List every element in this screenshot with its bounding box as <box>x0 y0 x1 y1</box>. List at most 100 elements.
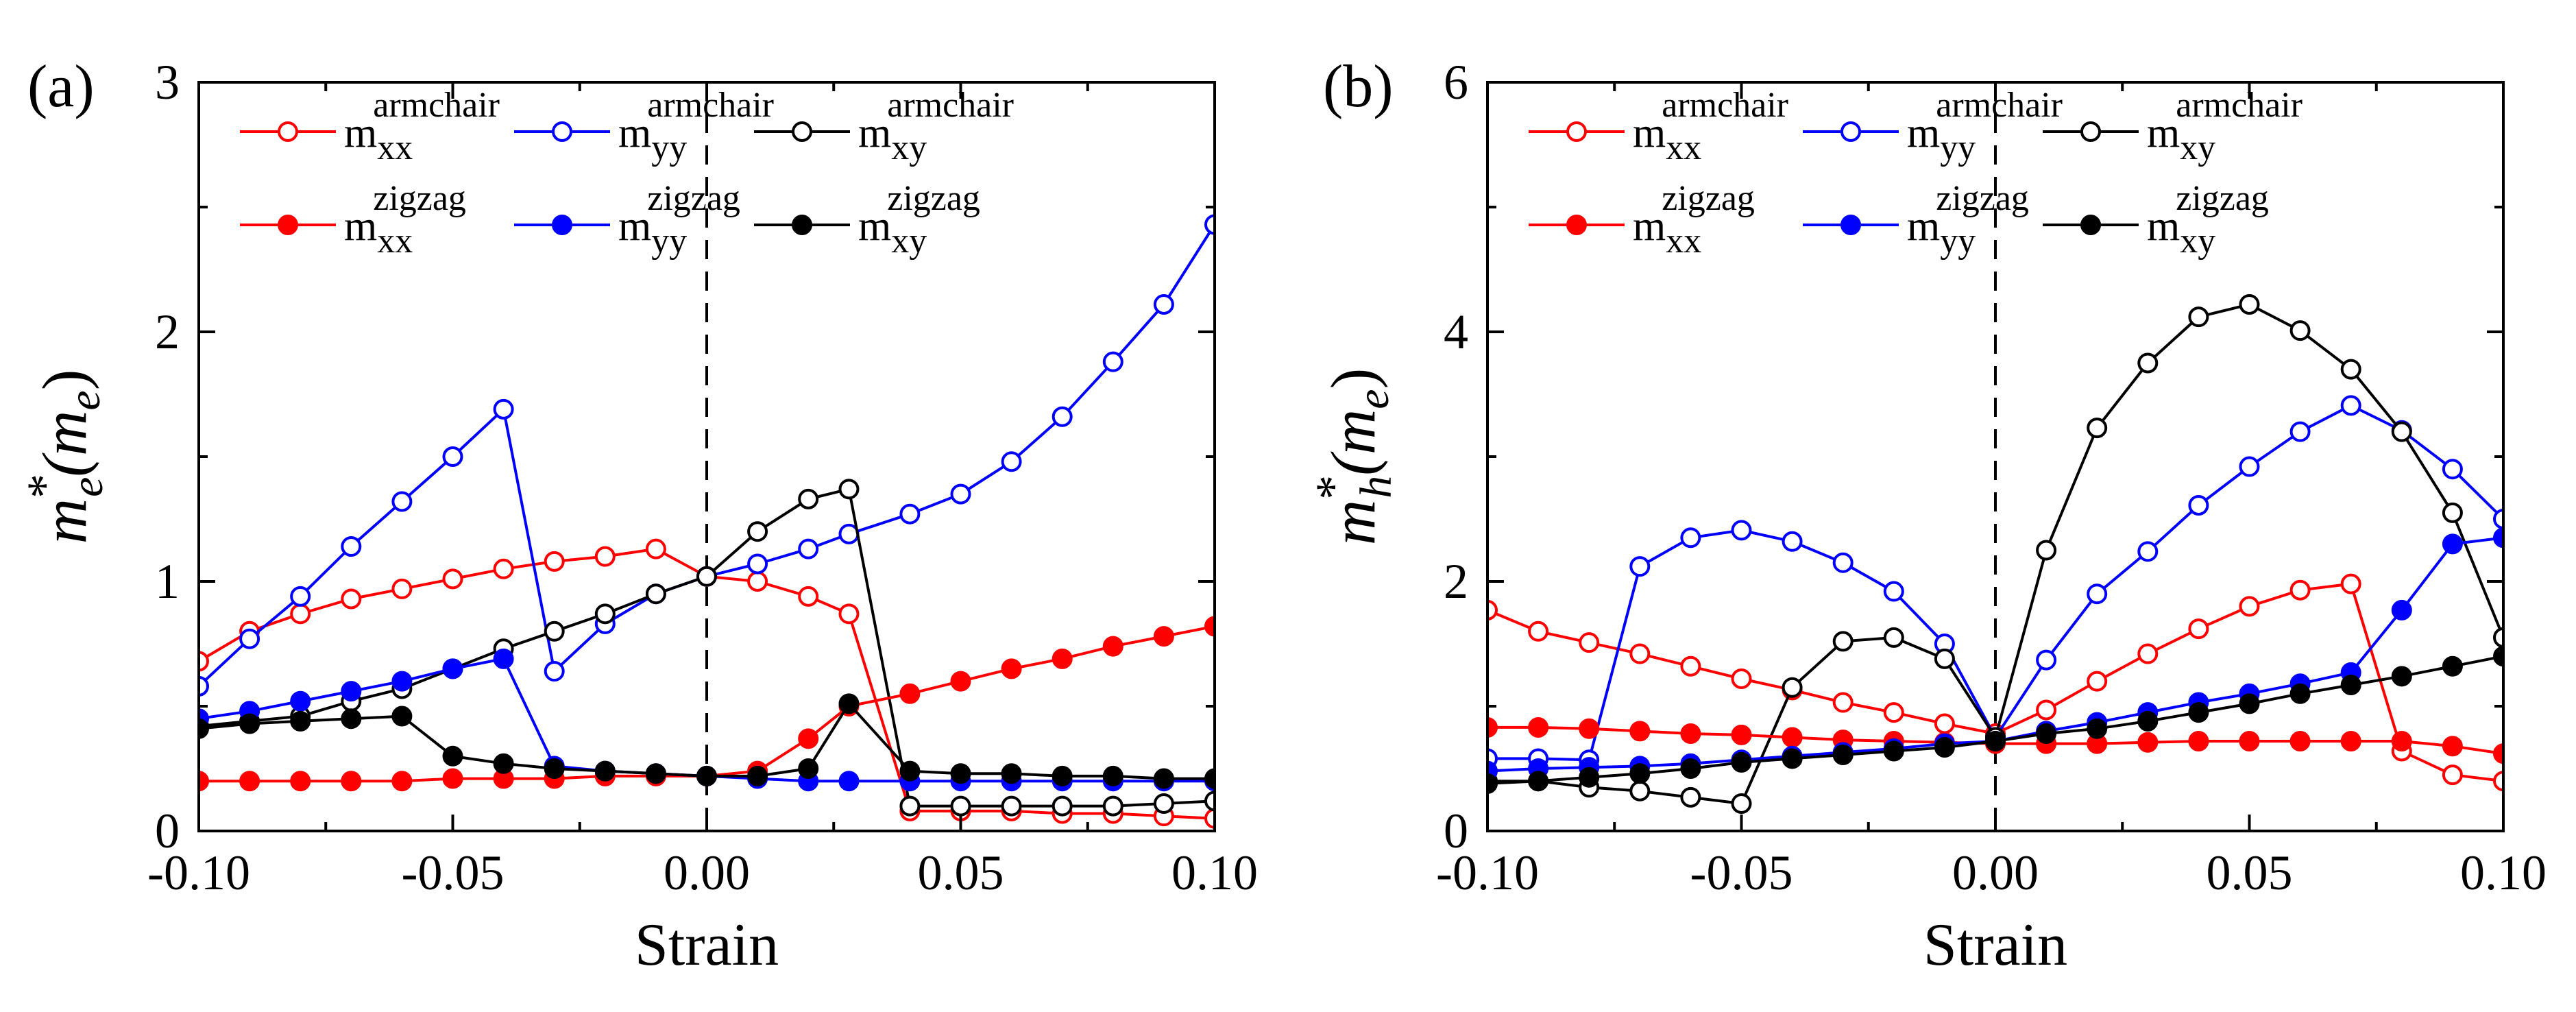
data-point <box>1680 655 1701 677</box>
legend-label-sup: zigzag <box>373 179 466 218</box>
data-point <box>1629 556 1651 577</box>
legend-label: mxxzigzag <box>1633 179 1755 261</box>
data-point <box>1579 632 1600 653</box>
data-point <box>1102 636 1123 657</box>
legend-marker <box>278 215 298 235</box>
legend-label-sub: yy <box>1940 128 1976 167</box>
data-point <box>594 603 616 625</box>
legend-label-sup: armchair <box>1936 86 2063 125</box>
y-tick-label: 2 <box>155 304 180 359</box>
legend-label-base: m <box>1907 203 1940 250</box>
data-point <box>1629 721 1651 742</box>
data-point <box>2340 730 2361 751</box>
data-point <box>442 658 463 679</box>
legend-item: myyzigzag <box>514 179 740 261</box>
legend-marker <box>1566 215 1587 235</box>
x-tick-label: -0.10 <box>147 845 250 900</box>
y-axis-label-sup: * <box>17 474 72 498</box>
data-point <box>899 683 921 704</box>
legend-label-base: m <box>858 110 891 156</box>
y-axis-label-unit: (m <box>1318 409 1388 476</box>
data-point <box>2340 395 2361 416</box>
data-point <box>747 571 768 592</box>
legend-marker <box>278 121 298 142</box>
data-point <box>2289 579 2311 601</box>
data-point <box>645 583 666 605</box>
legend-label-sup: zigzag <box>1662 179 1755 218</box>
panel-label: (b) <box>1323 53 1394 120</box>
data-point <box>341 536 362 557</box>
panel-a: (a)-0.10 -0.05 0.00 0.05 0.100123Strainm*e(m… <box>17 53 1258 978</box>
data-point <box>1153 768 1174 789</box>
legend-item: mxyarmchair <box>754 86 1014 167</box>
data-point <box>1731 724 1752 745</box>
data-point <box>2391 599 2412 621</box>
legend-label: mxyarmchair <box>2147 86 2302 167</box>
legend-label-sub: xy <box>891 221 927 261</box>
data-point <box>2087 583 2108 605</box>
legend-marker <box>552 121 572 142</box>
data-point <box>2087 671 2108 692</box>
data-point <box>341 771 362 792</box>
data-point <box>1883 740 1904 762</box>
data-point <box>798 586 819 607</box>
data-point <box>2391 730 2412 751</box>
x-tick-label: 0.10 <box>2460 845 2547 900</box>
data-point <box>1832 692 1854 713</box>
data-point <box>1579 718 1600 739</box>
data-point <box>199 771 209 792</box>
legend: mxxarmchairmyyarmchairmxyarmchairmxxzigz… <box>240 86 1014 261</box>
data-point <box>1528 716 1549 738</box>
data-point <box>2188 730 2209 751</box>
data-point <box>1934 648 1955 669</box>
x-axis-label: Strain <box>635 912 779 978</box>
x-tick-label: 0.00 <box>1952 845 2039 900</box>
legend-label-base: m <box>2147 110 2180 156</box>
data-point <box>1579 767 1600 788</box>
data-point <box>696 566 717 587</box>
legend-label-base: m <box>344 203 377 250</box>
legend-item: mxxarmchair <box>1529 86 1788 167</box>
data-point <box>899 795 921 817</box>
data-point <box>1102 795 1123 817</box>
legend-label-sub: xx <box>1666 221 1701 261</box>
data-point <box>442 446 463 467</box>
data-point <box>2087 718 2108 739</box>
data-point <box>1832 552 1854 573</box>
data-point <box>442 568 463 590</box>
panel-label: (a) <box>27 53 95 120</box>
data-point <box>2442 764 2463 786</box>
series-line <box>199 224 1215 688</box>
y-axis-label: m*h(me) <box>1306 368 1401 545</box>
legend-item: mxxzigzag <box>1529 179 1755 261</box>
legend: mxxarmchairmyyarmchairmxyarmchairmxxzigz… <box>1529 86 2302 261</box>
legend-marker <box>1840 121 1861 142</box>
data-point <box>2493 527 2503 549</box>
data-point <box>1731 793 1752 814</box>
data-point <box>493 398 514 420</box>
plot-area <box>1487 293 2503 814</box>
data-point <box>2239 730 2260 751</box>
legend-item: myyzigzag <box>1803 179 2029 261</box>
data-point <box>341 681 362 702</box>
y-tick-label: 3 <box>155 55 180 110</box>
data-point <box>1204 616 1215 637</box>
data-point <box>1782 677 1803 698</box>
legend-label: myyarmchair <box>1907 86 2063 167</box>
data-point <box>1680 786 1701 808</box>
y-axis-label-unit: (m <box>29 411 99 477</box>
data-point <box>341 588 362 610</box>
data-point <box>2442 533 2463 555</box>
data-point <box>2493 627 2503 648</box>
legend-marker <box>1566 121 1587 142</box>
data-point <box>1001 658 1022 679</box>
legend-label: myyzigzag <box>1907 179 2029 261</box>
legend-label: myyzigzag <box>618 179 740 261</box>
legend-label: mxxarmchair <box>1633 86 1788 167</box>
data-point <box>1680 758 1701 779</box>
data-point <box>1204 808 1215 829</box>
x-tick-label: 0.00 <box>664 845 750 900</box>
data-point <box>1052 406 1073 427</box>
data-point <box>1832 631 1854 652</box>
data-point <box>2036 540 2057 561</box>
